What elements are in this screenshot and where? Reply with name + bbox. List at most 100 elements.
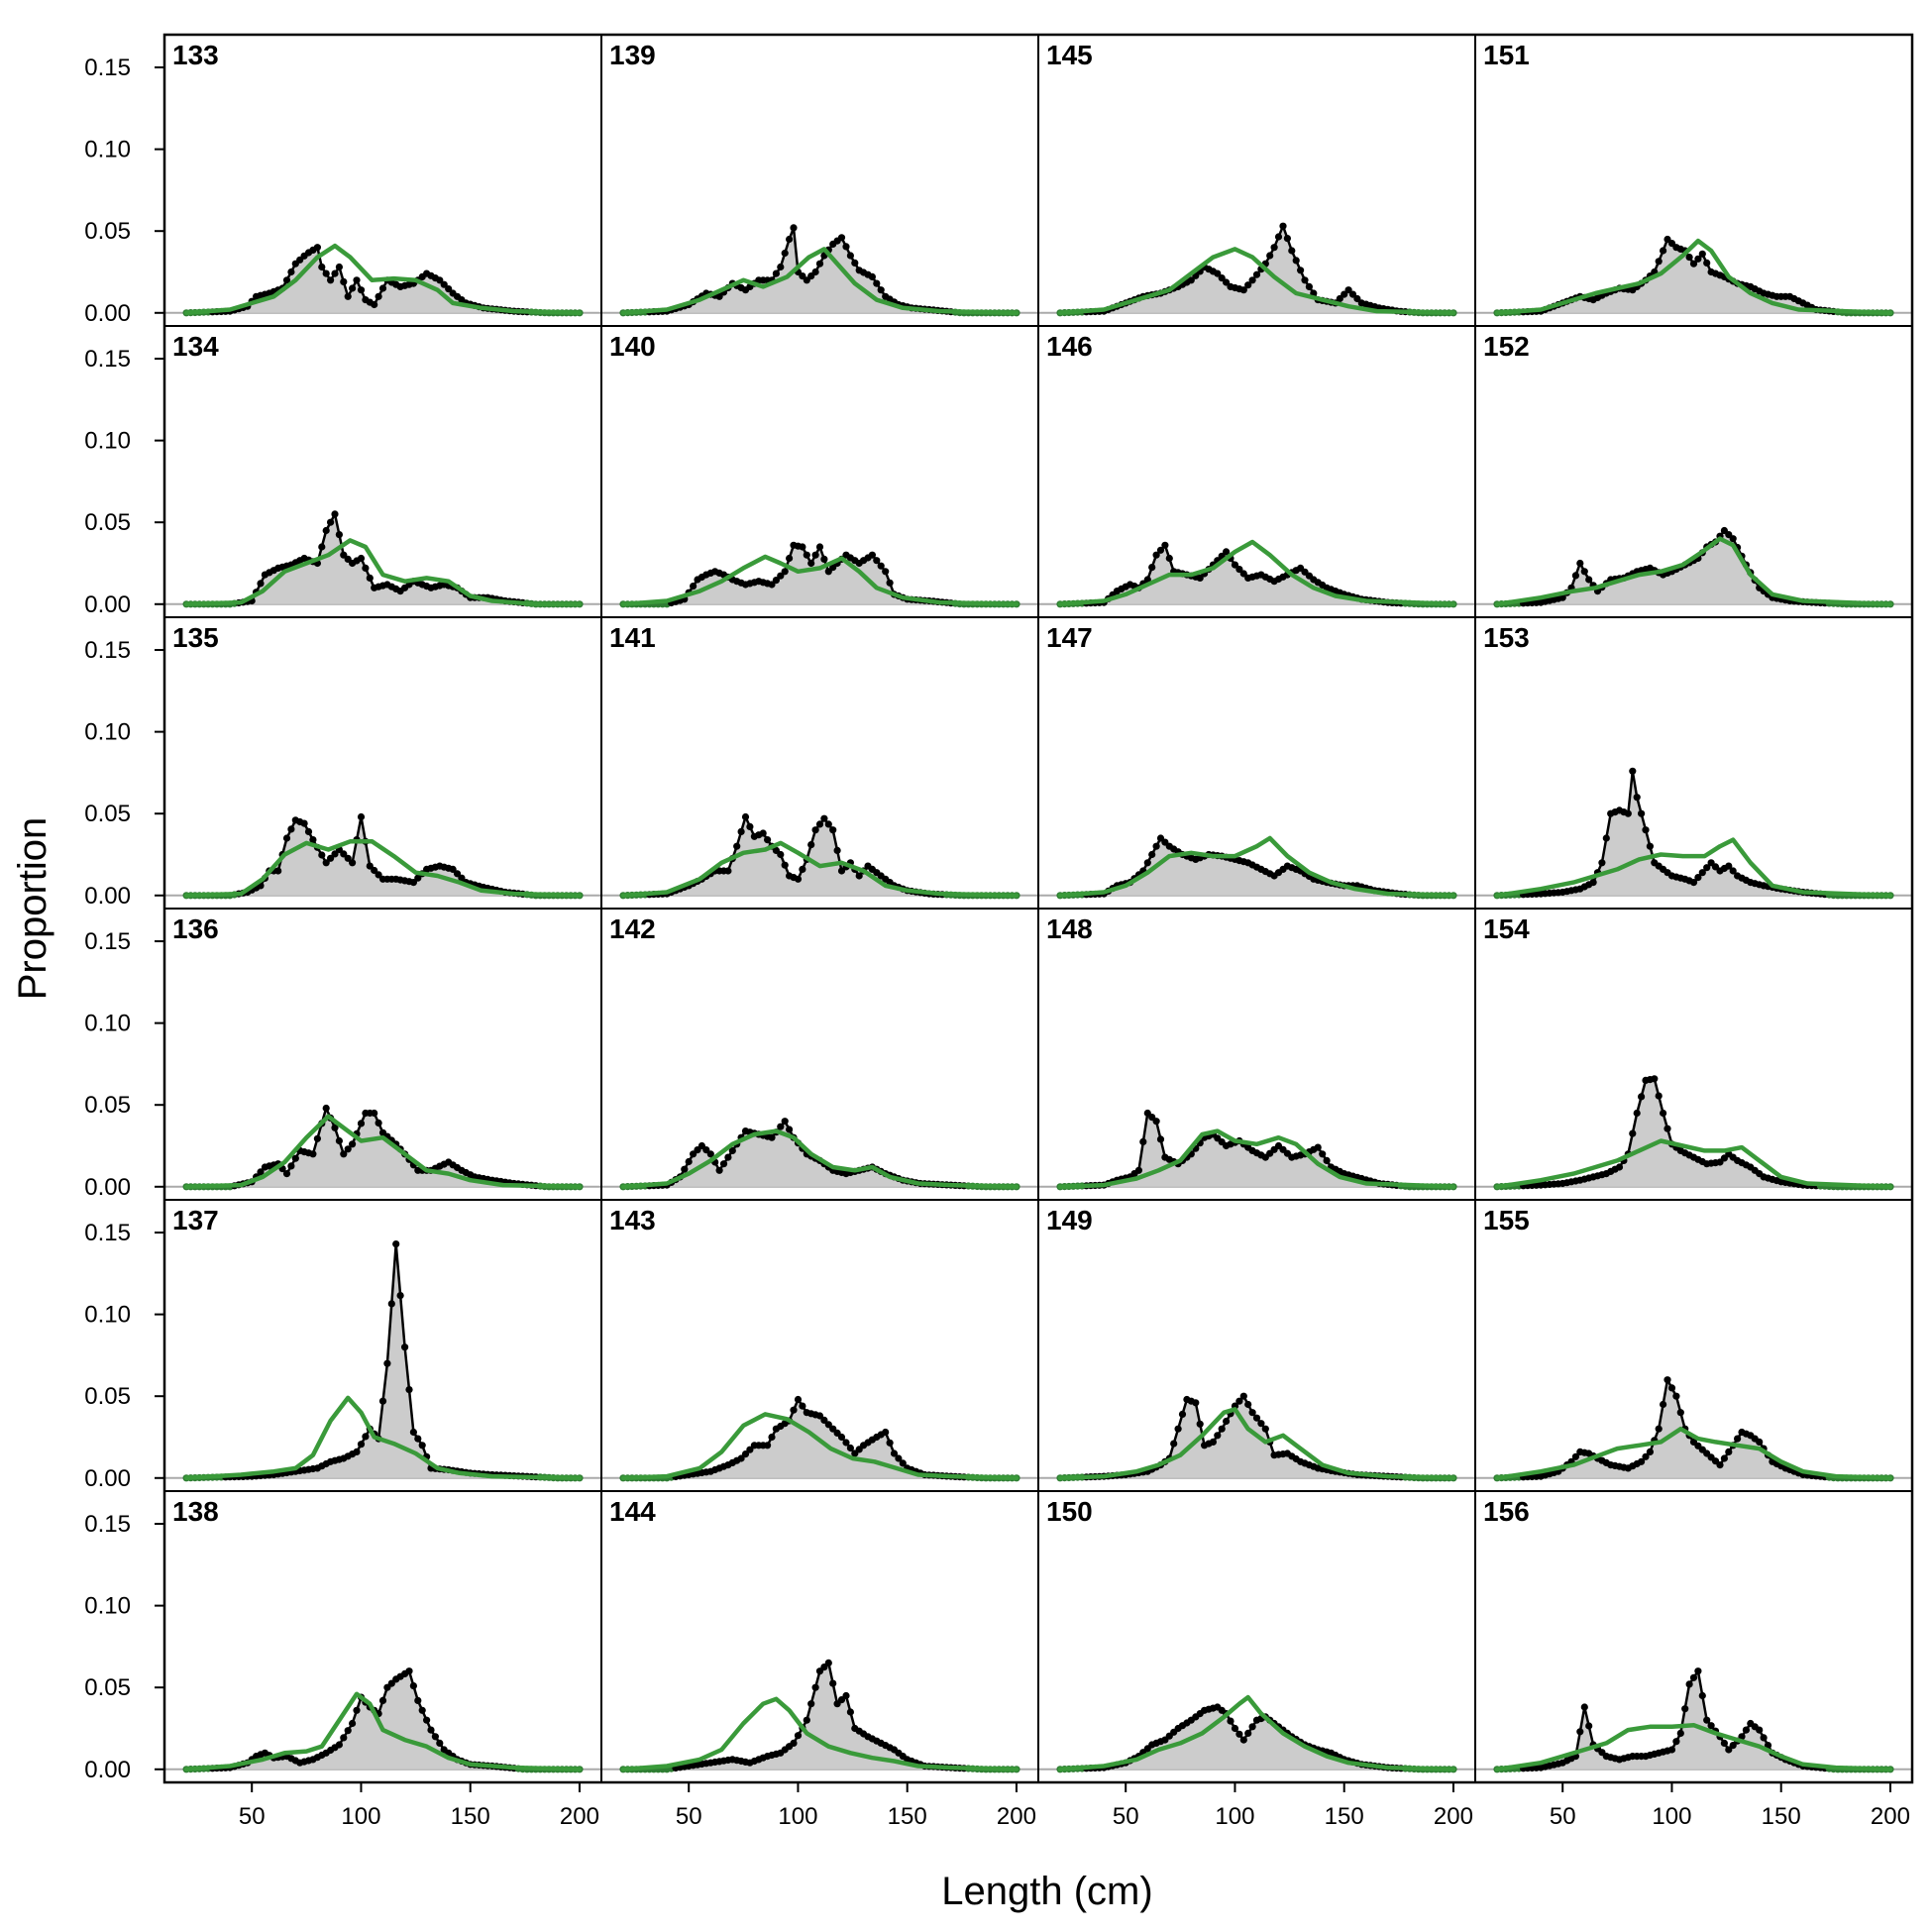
- observed-point: [353, 1706, 361, 1714]
- observed-point: [340, 1734, 348, 1742]
- observed-point: [436, 276, 444, 284]
- observed-point: [1689, 1673, 1698, 1681]
- observed-point: [777, 572, 785, 580]
- observed-point: [829, 1679, 837, 1687]
- observed-point: [837, 234, 846, 242]
- panel-label: 134: [172, 331, 219, 362]
- observed-point: [786, 235, 794, 244]
- expected-line: [1057, 1694, 1456, 1772]
- y-tick-label: 0.15: [84, 54, 131, 81]
- observed-point: [794, 1732, 803, 1740]
- observed-point: [1720, 1739, 1728, 1747]
- observed-point: [820, 555, 828, 564]
- observed-point: [1660, 1109, 1667, 1118]
- panel-156: 156: [1474, 1490, 1913, 1783]
- observed-point: [690, 583, 698, 590]
- expected-line: [1057, 1128, 1456, 1190]
- x-tick-label: 200: [1871, 1803, 1910, 1830]
- y-tick-label: 0.15: [84, 928, 131, 955]
- observed-point: [799, 543, 806, 551]
- observed-point: [1178, 1410, 1187, 1418]
- observed-point: [1223, 278, 1231, 286]
- observed-point: [1244, 1729, 1252, 1737]
- observed-point: [824, 820, 832, 828]
- panel-label: 138: [172, 1496, 219, 1527]
- observed-point: [820, 814, 828, 822]
- y-tick-label: 0.15: [84, 1511, 131, 1538]
- panel-frame: [1474, 616, 1913, 910]
- observed-point: [1353, 294, 1361, 303]
- observed-point: [1672, 1392, 1680, 1400]
- observed-point: [764, 836, 772, 844]
- observed-point: [1218, 274, 1226, 282]
- observed-point: [331, 850, 339, 858]
- x-tick-label: 100: [1652, 1803, 1691, 1830]
- panel-label: 145: [1046, 40, 1093, 70]
- panel-label: 149: [1046, 1205, 1093, 1235]
- observed-point: [405, 1386, 413, 1394]
- expected-line: [620, 1696, 1020, 1772]
- observed-point: [1248, 1723, 1256, 1731]
- observed-point: [1698, 869, 1706, 877]
- y-tick-label: 0.05: [84, 1674, 131, 1701]
- observed-point: [1689, 879, 1698, 887]
- observed-area: [186, 247, 580, 313]
- expected-line: [183, 1114, 583, 1190]
- x-tick-label: 50: [1113, 1803, 1139, 1830]
- observed-point: [768, 1433, 776, 1442]
- observed-point: [1589, 879, 1597, 887]
- observed-point: [327, 518, 335, 526]
- observed-point: [1725, 862, 1733, 870]
- x-tick-label: 50: [1550, 1803, 1576, 1830]
- observed-area: [186, 1243, 580, 1478]
- observed-point: [1209, 1438, 1217, 1446]
- x-tick-label: 200: [1434, 1803, 1473, 1830]
- observed-point: [387, 1300, 395, 1308]
- panel-label: 133: [172, 40, 219, 70]
- observed-point: [436, 1739, 444, 1747]
- observed-point: [786, 554, 794, 563]
- y-tick-label: 0.10: [84, 1302, 131, 1329]
- observed-point: [1655, 1092, 1663, 1100]
- expected-line: [1057, 835, 1456, 899]
- observed-point: [899, 1459, 907, 1467]
- y-tick-label: 0.05: [84, 509, 131, 536]
- panel-label: 139: [609, 40, 656, 70]
- observed-point: [741, 812, 750, 821]
- observed-point: [868, 551, 877, 559]
- observed-point: [318, 263, 326, 271]
- observed-point: [681, 1165, 689, 1173]
- panel-label: 150: [1046, 1496, 1093, 1527]
- observed-point: [886, 1439, 894, 1447]
- panel-label: 135: [172, 622, 219, 653]
- observed-point: [257, 1168, 265, 1176]
- observed-point: [1602, 834, 1610, 842]
- observed-point: [1651, 1075, 1659, 1083]
- observed-point: [1161, 541, 1169, 549]
- observed-point: [1143, 859, 1151, 867]
- observed-point: [291, 1154, 299, 1162]
- observed-point: [396, 1292, 404, 1300]
- observed-point: [719, 1160, 728, 1168]
- observed-point: [777, 850, 785, 859]
- observed-point: [440, 280, 448, 288]
- observed-point: [349, 1140, 357, 1148]
- observed-area: [186, 1670, 580, 1770]
- axes-layer: 0.00 0.05 0.10 0.15 0.00 0.05 0.10 0.15 0.00 0.05…: [84, 33, 1914, 1830]
- observed-point: [1214, 269, 1222, 277]
- observed-point: [1218, 1425, 1226, 1433]
- observed-point: [790, 1406, 798, 1414]
- observed-point: [383, 1359, 391, 1367]
- observed-point: [282, 276, 291, 284]
- observed-point: [349, 284, 357, 292]
- observed-point: [287, 1162, 295, 1170]
- y-tick-label: 0.00: [84, 1174, 131, 1201]
- observed-point: [1689, 260, 1698, 268]
- observed-point: [371, 300, 378, 309]
- observed-point: [335, 531, 343, 539]
- observed-point: [811, 1683, 819, 1691]
- observed-point: [759, 829, 767, 837]
- observed-point: [1725, 1448, 1733, 1455]
- observed-point: [890, 1449, 899, 1457]
- panel-150: 150: [1037, 1490, 1476, 1783]
